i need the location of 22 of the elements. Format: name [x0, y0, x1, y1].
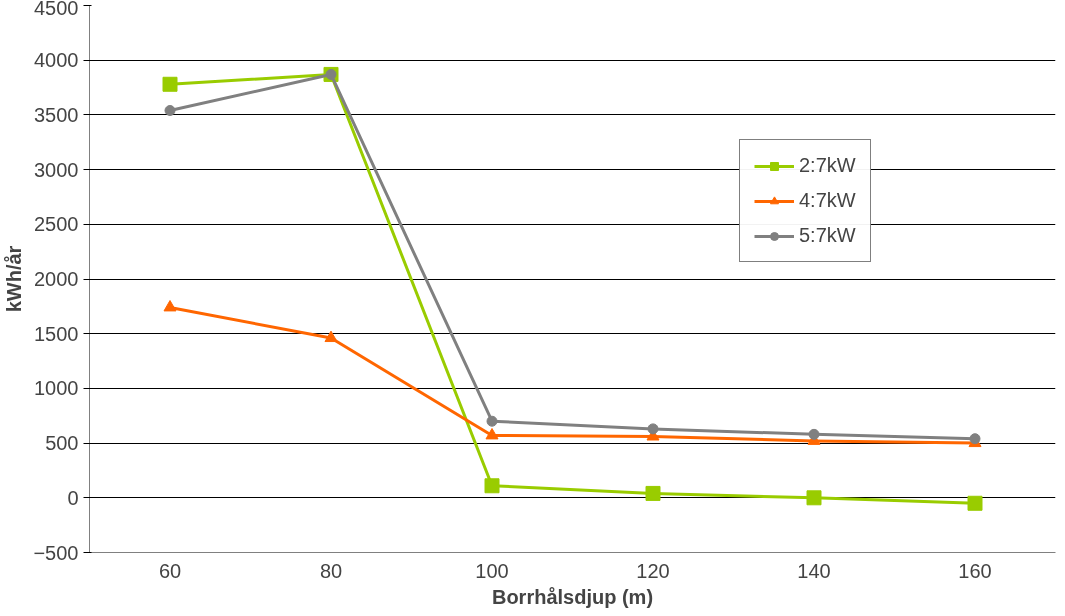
x-tick-label: 120 [636, 559, 670, 582]
y-tick-label: 1500 [34, 322, 79, 345]
y-tick-label: 2000 [34, 268, 79, 290]
x-tick-label: 80 [319, 559, 343, 582]
legend-label: 2:7kW [799, 154, 856, 177]
x-tick-label: 100 [475, 559, 509, 582]
y-axis-title: kWh/år [3, 245, 26, 313]
y-tick-label: 2500 [34, 213, 79, 236]
y-tick-label: 0 [67, 486, 79, 509]
x-tick-label: 60 [158, 559, 182, 582]
y-tick-label: 4000 [34, 49, 79, 72]
legend-label: 4:7kW [799, 189, 856, 212]
y-tick-label: −500 [33, 541, 79, 564]
y-tick-label: 3000 [34, 158, 79, 181]
y-tick-label: 3500 [34, 103, 79, 126]
legend-label: 5:7kW [799, 224, 856, 247]
x-axis-title: Borrhålsdjup (m) [491, 585, 654, 608]
y-tick-label: 1000 [34, 377, 79, 400]
x-tick-label: 140 [797, 559, 831, 582]
x-tick-label: 160 [958, 559, 992, 582]
y-tick-label: 4500 [34, 0, 79, 19]
y-tick-label: 500 [45, 432, 79, 455]
